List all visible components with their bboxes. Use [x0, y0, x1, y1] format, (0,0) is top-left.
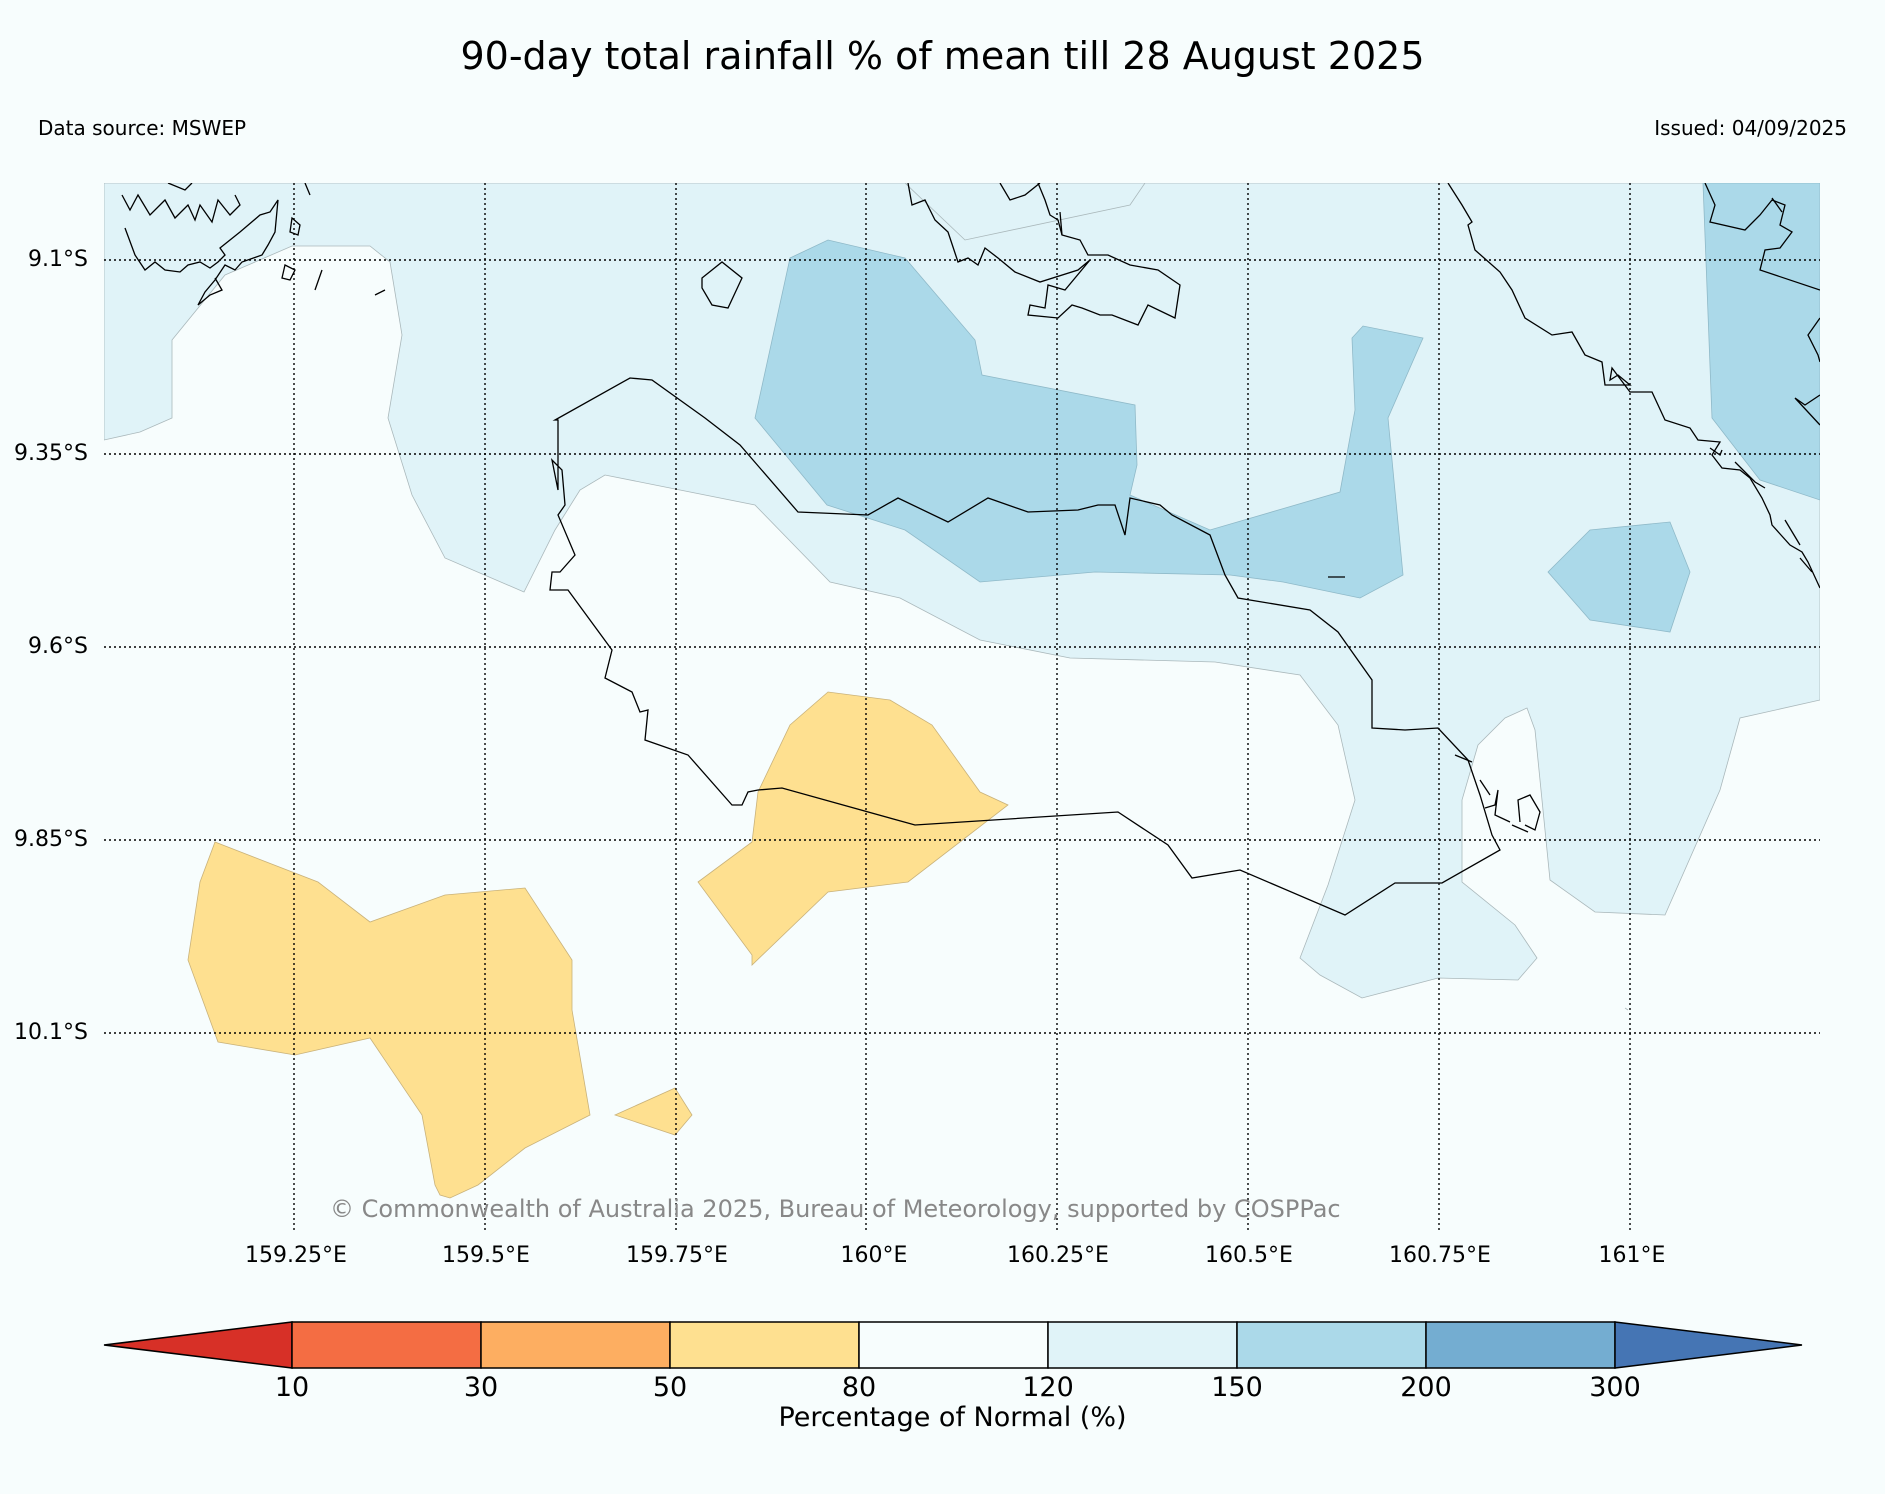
russell-islands-coastline — [121, 193, 241, 224]
colorbar-bin-200-300 — [1425, 1321, 1616, 1369]
lon-label-159-75: 159.75°E — [626, 1243, 728, 1268]
colorbar-bin-80-120 — [858, 1321, 1049, 1369]
colorbar-tick-50: 50 — [652, 1372, 688, 1403]
lon-label-159-25: 159.25°E — [245, 1243, 347, 1268]
lon-label-160: 160°E — [840, 1243, 908, 1268]
guadalcanal-coastline — [549, 377, 1501, 916]
colorbar-tick-150: 150 — [1211, 1372, 1263, 1403]
colorbar-bin-30-50 — [480, 1321, 671, 1369]
colorbar-bin-10-30 — [291, 1321, 482, 1369]
lat-label-9-85: 9.85°S — [14, 827, 88, 852]
colorbar-tick-30: 30 — [463, 1372, 499, 1403]
issued-date-label: Issued: 04/09/2025 — [1654, 116, 1847, 140]
colorbar-tick-300: 300 — [1589, 1372, 1641, 1403]
savo-coastline — [701, 261, 743, 309]
shade-50-80 — [187, 691, 1009, 1199]
colorbar — [103, 1321, 1803, 1369]
lon-label-160-75: 160.75°E — [1389, 1243, 1491, 1268]
lon-label-161: 161°E — [1598, 1243, 1666, 1268]
lat-label-10-1: 10.1°S — [14, 1020, 88, 1045]
lon-label-160-5: 160.5°E — [1205, 1243, 1293, 1268]
lat-label-9-1: 9.1°S — [28, 247, 88, 272]
colorbar-label: Percentage of Normal (%) — [778, 1402, 1127, 1433]
nggela-coastline — [907, 183, 1181, 326]
malaita-coastline — [1447, 183, 1820, 589]
colorbar-tick-10: 10 — [274, 1372, 310, 1403]
colorbar-extend-low — [103, 1321, 293, 1369]
shade-150-200 — [754, 183, 1820, 633]
lon-label-159-5: 159.5°E — [442, 1243, 530, 1268]
lat-label-9-6: 9.6°S — [28, 634, 88, 659]
lat-label-9-35: 9.35°S — [14, 441, 88, 466]
copyright-notice: © Commonwealth of Australia 2025, Bureau… — [330, 1195, 1341, 1223]
colorbar-tick-80: 80 — [841, 1372, 877, 1403]
coastlines — [121, 183, 1820, 916]
gridlines — [104, 183, 1820, 1230]
colorbar-extend-high — [1614, 1321, 1803, 1369]
colorbar-bin-50-80 — [669, 1321, 860, 1369]
map-frame — [104, 183, 1820, 1230]
colorbar-bin-120-150 — [1047, 1321, 1238, 1369]
data-source-label: Data source: MSWEP — [38, 116, 247, 140]
colorbar-tick-200: 200 — [1400, 1372, 1452, 1403]
colorbar-tick-120: 120 — [1022, 1372, 1074, 1403]
colorbar-bin-150-200 — [1236, 1321, 1427, 1369]
lon-label-160-25: 160.25°E — [1007, 1243, 1109, 1268]
map-title: 90-day total rainfall % of mean till 28 … — [460, 34, 1425, 78]
